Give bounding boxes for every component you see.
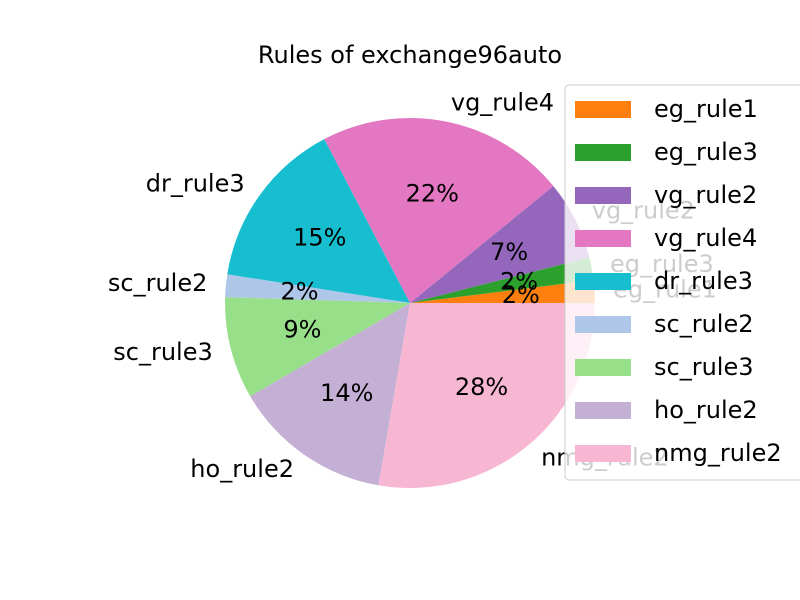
slice-percent-eg_rule3: 2% [500, 267, 538, 295]
legend-label-sc_rule3: sc_rule3 [654, 353, 753, 381]
slice-percent-vg_rule2: 7% [490, 238, 528, 266]
pie-slice-nmg_rule2 [378, 303, 595, 488]
legend-items: eg_rule1 eg_rule3 vg_rule2 vg_rule4 dr_rule3… [575, 95, 782, 467]
pie-slice-ho_rule2 [250, 303, 410, 486]
legend-box [564, 84, 800, 481]
legend-swatch-dr_rule3 [575, 273, 631, 290]
legend-swatch-sc_rule3 [575, 359, 631, 376]
slice-percent-eg_rule1: 2% [502, 281, 540, 309]
legend: eg_rule1 eg_rule3 vg_rule2 vg_rule4 dr_rule3… [564, 84, 800, 481]
legend-swatch-ho_rule2 [575, 402, 631, 419]
legend-label-dr_rule3: dr_rule3 [654, 267, 753, 295]
slice-label-sc_rule3: sc_rule3 [113, 338, 212, 366]
slice-percent-ho_rule2: 14% [320, 379, 373, 407]
legend-label-vg_rule4: vg_rule4 [654, 224, 757, 252]
chart-title: Rules of exchange96auto [258, 41, 562, 69]
pie-slices [225, 118, 595, 488]
legend-swatch-eg_rule3 [575, 144, 631, 161]
slice-label-vg_rule4: vg_rule4 [451, 89, 554, 117]
slice-percent-dr_rule3: 15% [293, 223, 346, 251]
slice-percent-sc_rule3: 9% [283, 315, 321, 343]
pie-slice-vg_rule2 [410, 186, 590, 303]
pie-slice-dr_rule3 [227, 139, 410, 303]
legend-label-ho_rule2: ho_rule2 [654, 396, 758, 424]
slice-percent-nmg_rule2: 28% [455, 373, 508, 401]
pie-slice-sc_rule2 [225, 274, 410, 303]
legend-swatch-nmg_rule2 [575, 445, 631, 462]
legend-label-nmg_rule2: nmg_rule2 [654, 439, 782, 467]
slice-percent-sc_rule2: 2% [280, 278, 318, 306]
pie-slice-eg_rule3 [410, 257, 594, 303]
legend-label-sc_rule2: sc_rule2 [654, 310, 753, 338]
legend-swatch-vg_rule4 [575, 230, 631, 247]
slice-label-ho_rule2: ho_rule2 [190, 455, 294, 483]
legend-swatch-vg_rule2 [575, 187, 631, 204]
pie-slice-eg_rule1 [410, 280, 595, 303]
legend-swatch-eg_rule1 [575, 101, 631, 118]
legend-label-eg_rule3: eg_rule3 [654, 138, 758, 166]
pie-slice-vg_rule4 [324, 118, 554, 303]
legend-swatch-sc_rule2 [575, 316, 631, 333]
legend-label-vg_rule2: vg_rule2 [654, 181, 757, 209]
pie-slice-sc_rule3 [225, 297, 410, 397]
slice-percent-labels: 2%2%7%22%15%2%9%14% 28% [280, 179, 539, 407]
slice-percent-vg_rule4: 22% [406, 179, 459, 207]
slice-label-sc_rule2: sc_rule2 [108, 269, 207, 297]
legend-label-eg_rule1: eg_rule1 [654, 95, 758, 123]
slice-label-dr_rule3: dr_rule3 [146, 169, 245, 197]
